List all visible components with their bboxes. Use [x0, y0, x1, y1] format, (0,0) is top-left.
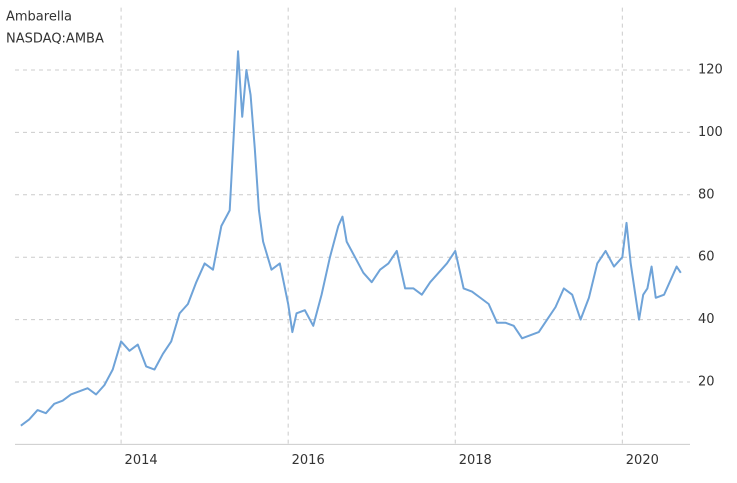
y-tick-label: 60 — [698, 250, 715, 265]
chart-subtitle: NASDAQ:AMBA — [6, 32, 104, 47]
x-tick-label: 2020 — [626, 453, 659, 468]
price-line — [20, 50, 682, 427]
x-tick-label: 2018 — [459, 453, 492, 468]
x-tick-label: 2016 — [292, 453, 325, 468]
y-tick-label: 20 — [698, 375, 715, 390]
x-tick-label: 2014 — [125, 453, 158, 468]
chart-title: Ambarella — [6, 10, 72, 25]
y-tick-label: 40 — [698, 312, 715, 327]
y-tick-label: 80 — [698, 187, 715, 202]
y-tick-label: 100 — [698, 125, 723, 140]
y-tick-label: 120 — [698, 63, 723, 78]
